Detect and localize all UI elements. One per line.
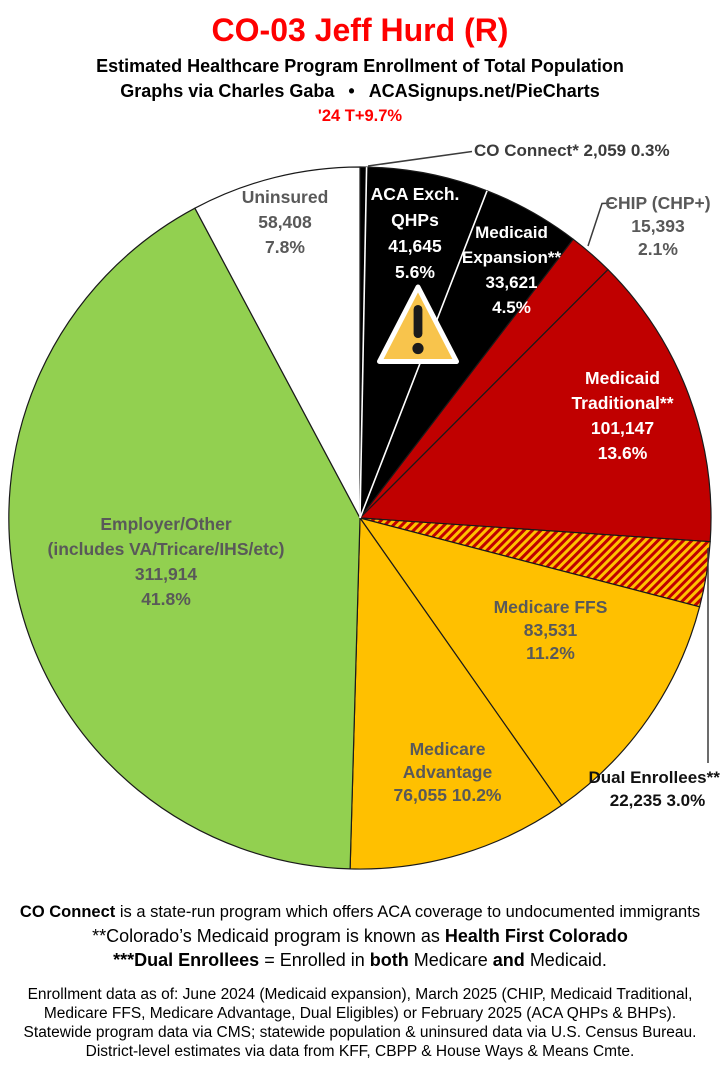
leader-line-co-connect [367, 150, 473, 167]
pie-slice-employer-other [8, 207, 361, 870]
bullet-separator: • [348, 81, 355, 101]
footer-line: Medicare FFS, Medicare Advantage, Dual E… [43, 1005, 677, 1022]
trend-line: '24 T+9.7% [317, 107, 403, 125]
pie-slice-uninsured [194, 166, 361, 519]
label-dual-enrollees: Dual Enrollees*** 22,235 3.0% [588, 768, 720, 810]
pie-slice-medicare-advantage [349, 517, 563, 870]
page-title: CO-03 Jeff Hurd (R) [211, 12, 509, 48]
credit-author: Graphs via Charles Gaba [120, 81, 335, 101]
label-co-connect: CO Connect* 2,059 0.3% [474, 141, 670, 160]
footnote-dual-enrollees: ***Dual Enrollees = Enrolled in both Med… [113, 950, 607, 970]
credit-line: Graphs via Charles Gaba • ACASignups.net/P… [0, 81, 720, 102]
label-aca-exchange-qhps: ACA Exch. QHPs 41,645 5.6% [370, 184, 460, 282]
footnote-medicaid-name: **Colorado’s Medicaid program is known a… [92, 926, 628, 946]
label-medicare-advantage: Medicare Advantage 76,055 10.2% [393, 739, 502, 805]
page-subtitle: Estimated Healthcare Program Enrollment … [96, 56, 624, 76]
credit-site: ACASignups.net/PieCharts [368, 81, 600, 101]
pie-slice-medicaid-traditional [359, 269, 712, 543]
footnotes: CO Connect is a state-run program which … [0, 900, 720, 972]
label-medicaid-expansion: Medicaid Expansion** 33,621 4.5% [461, 223, 562, 317]
pie-slice-medicare-ffs [359, 517, 701, 806]
label-chip: CHIP (CHP+) 15,393 2.1% [605, 193, 711, 259]
footer-line: District-level estimates via data from K… [85, 1043, 635, 1060]
leader-lines-group [367, 150, 709, 763]
label-medicare-ffs: Medicare FFS 83,531 11.2% [493, 597, 608, 663]
warning-exclamation-dot [412, 342, 424, 355]
label-medicaid-traditional: Medicaid Traditional** 101,147 13.6% [571, 368, 674, 463]
data-source-footer: Enrollment data as of: June 2024 (Medica… [0, 985, 720, 1061]
footer-line: Statewide program data via CMS; statewid… [23, 1024, 697, 1041]
footnote-co-connect: CO Connect is a state-run program which … [19, 903, 701, 921]
warning-triangle-icon [377, 284, 459, 364]
footer-line: Enrollment data as of: June 2024 (Medica… [27, 986, 693, 1003]
label-employer-other: Employer/Other (includes VA/Tricare/IHS/… [47, 514, 285, 609]
label-uninsured: Uninsured 58,408 7.8% [241, 187, 329, 257]
leader-line-chip [587, 202, 615, 247]
warning-exclamation-bar [413, 305, 423, 338]
white-divider-line [359, 167, 368, 519]
